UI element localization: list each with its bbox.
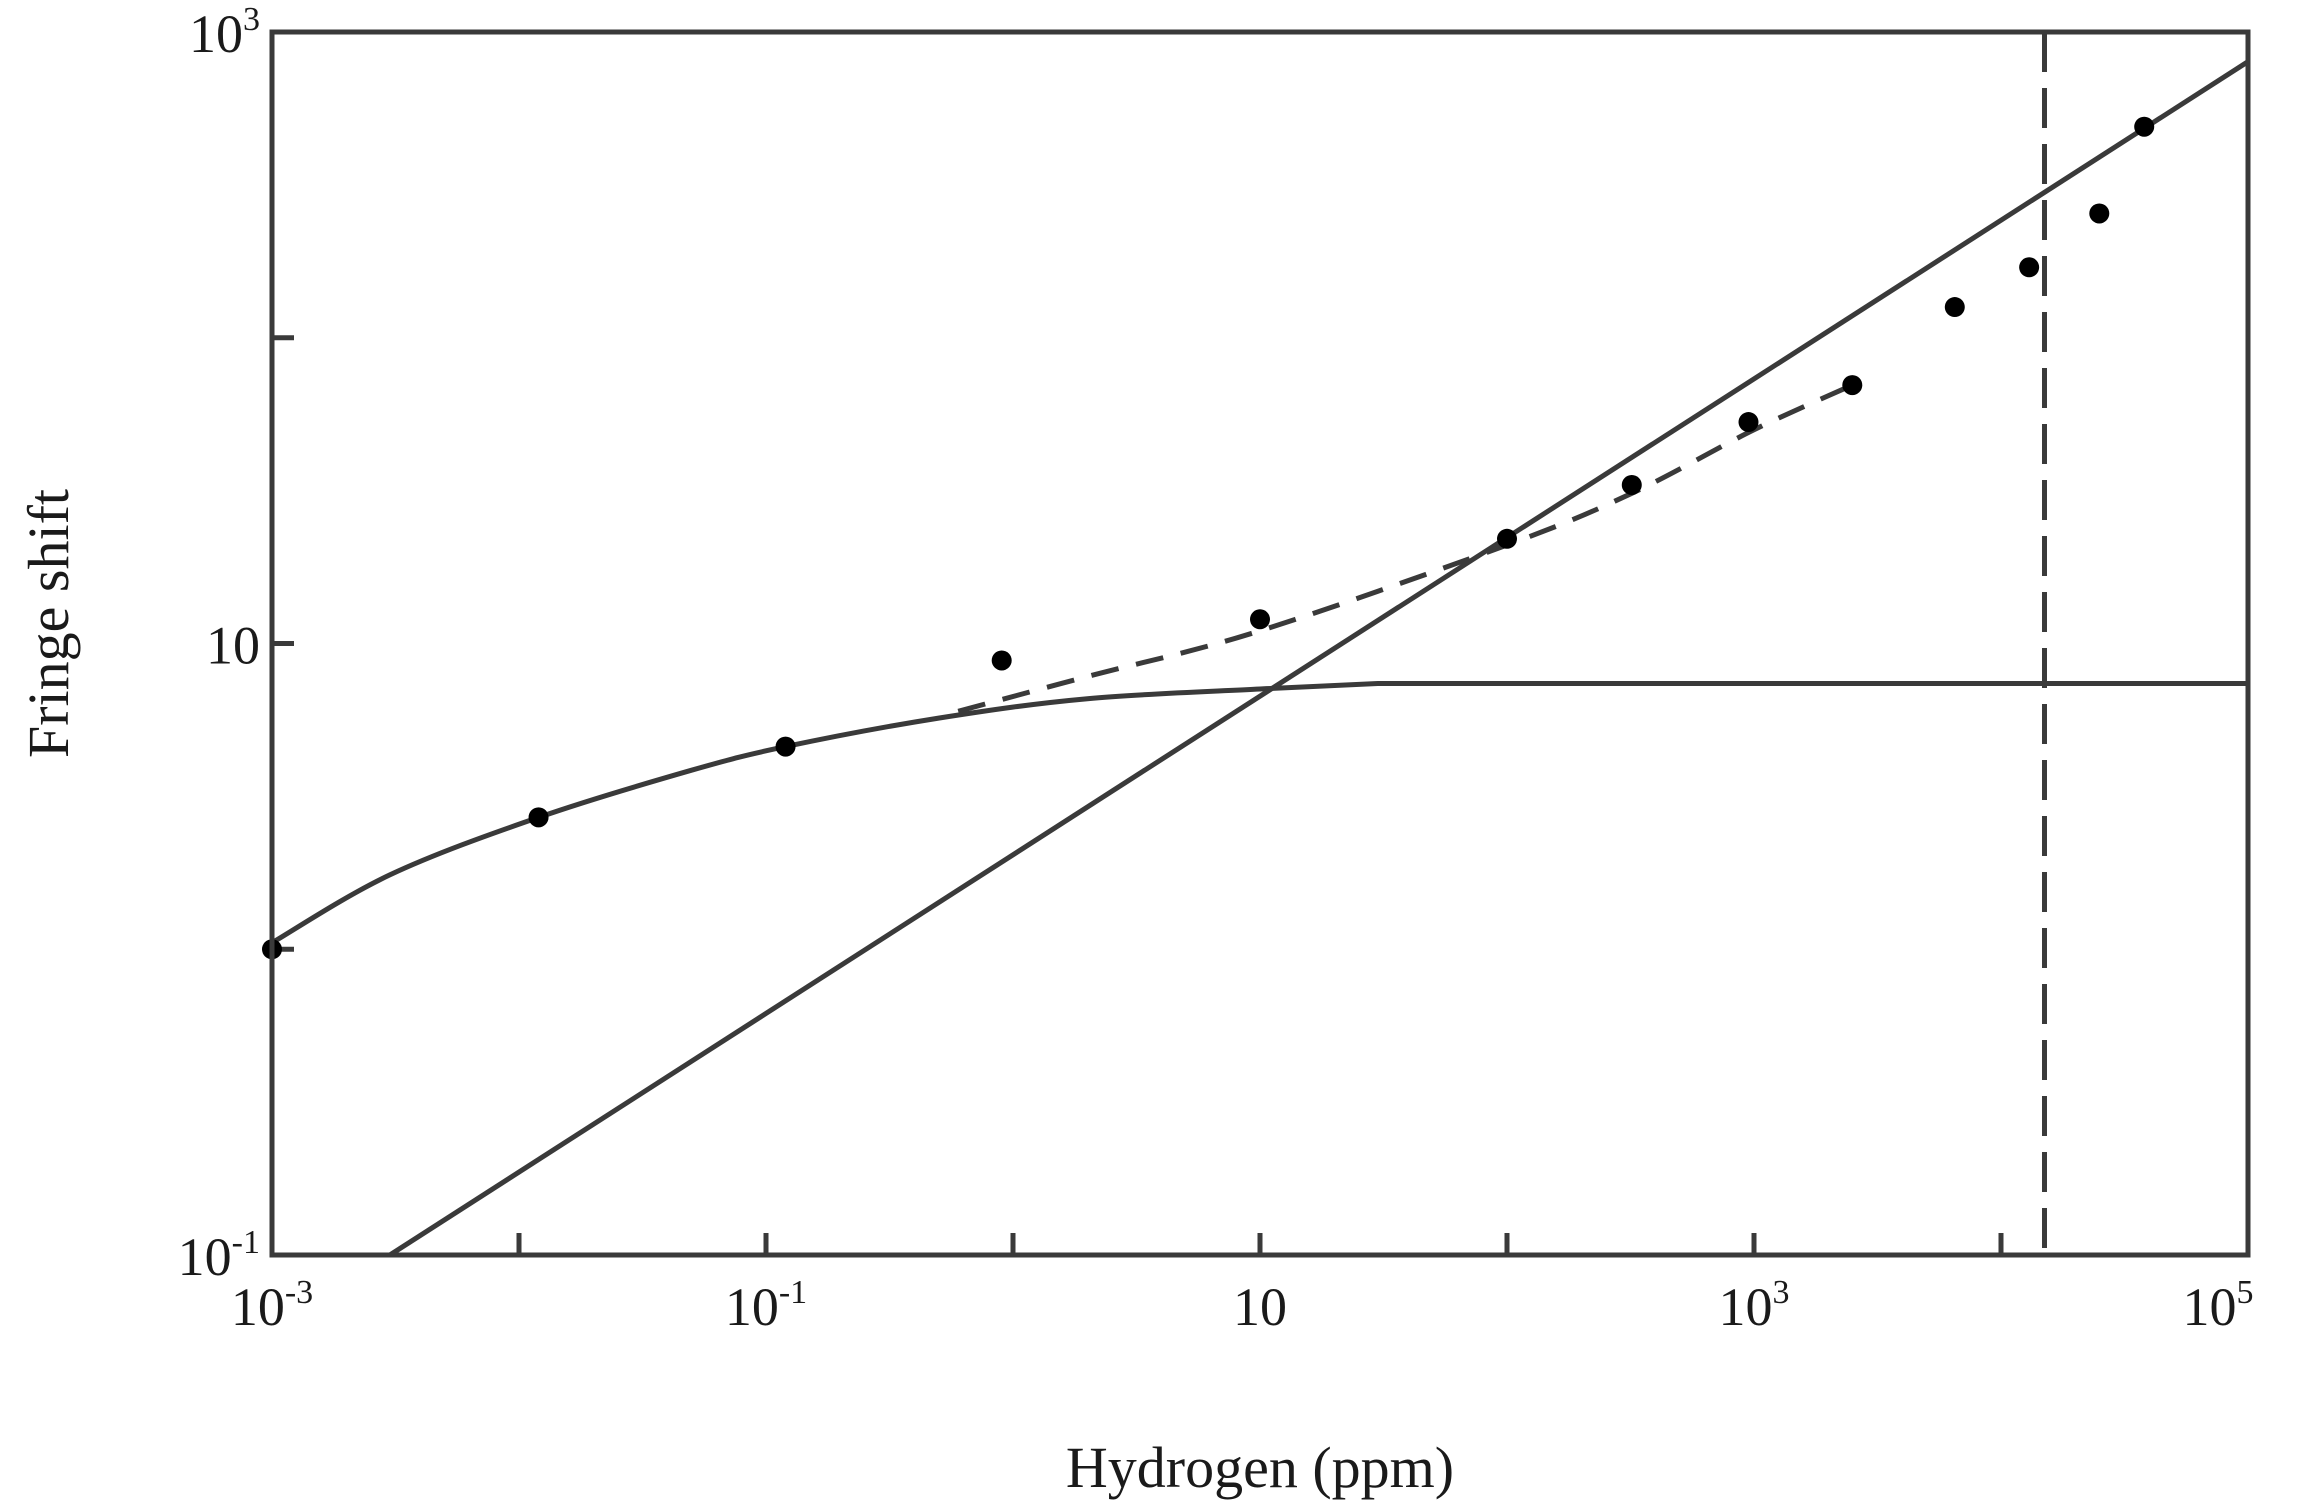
data-point	[2089, 203, 2110, 224]
data-point	[775, 736, 796, 757]
data-point	[1944, 297, 1965, 318]
y-tick-label: 10	[206, 616, 260, 676]
axis-ticks	[269, 29, 2251, 1258]
plot-frame	[269, 29, 2251, 1258]
data-point	[991, 650, 1012, 671]
y-tick-label: 103	[189, 1, 260, 64]
x-tick-label: 103	[1719, 1274, 1790, 1337]
data-point	[2134, 116, 2155, 137]
y-tick-labels: 10-1 10 103	[178, 1, 260, 1287]
data-point	[1842, 375, 1863, 396]
data-point	[528, 807, 549, 828]
plot-series	[270, 32, 2250, 1258]
combined-fit-dashed-line	[957, 382, 1854, 714]
x-tick-labels: 10-3 10-1 10 103 105	[231, 1274, 2254, 1337]
x-tick-label: 10	[1233, 1277, 1287, 1337]
y-tick-label: 10-1	[178, 1224, 260, 1287]
x-tick-label: 10-3	[231, 1274, 313, 1337]
data-point	[1621, 474, 1642, 495]
data-point	[1497, 528, 1517, 549]
x-tick-label: 10-1	[725, 1274, 807, 1337]
saturation-curve-line	[270, 681, 2248, 945]
x-axis-label: Hydrogen (ppm)	[1066, 1435, 1454, 1500]
data-point	[2019, 257, 2040, 278]
data-point	[1250, 609, 1270, 630]
y-axis-label: Fringe shift	[16, 489, 81, 758]
linear-fit-line	[388, 59, 2250, 1258]
data-point	[1738, 412, 1759, 433]
data-points	[262, 116, 2155, 960]
x-tick-label: 105	[2183, 1274, 2254, 1337]
